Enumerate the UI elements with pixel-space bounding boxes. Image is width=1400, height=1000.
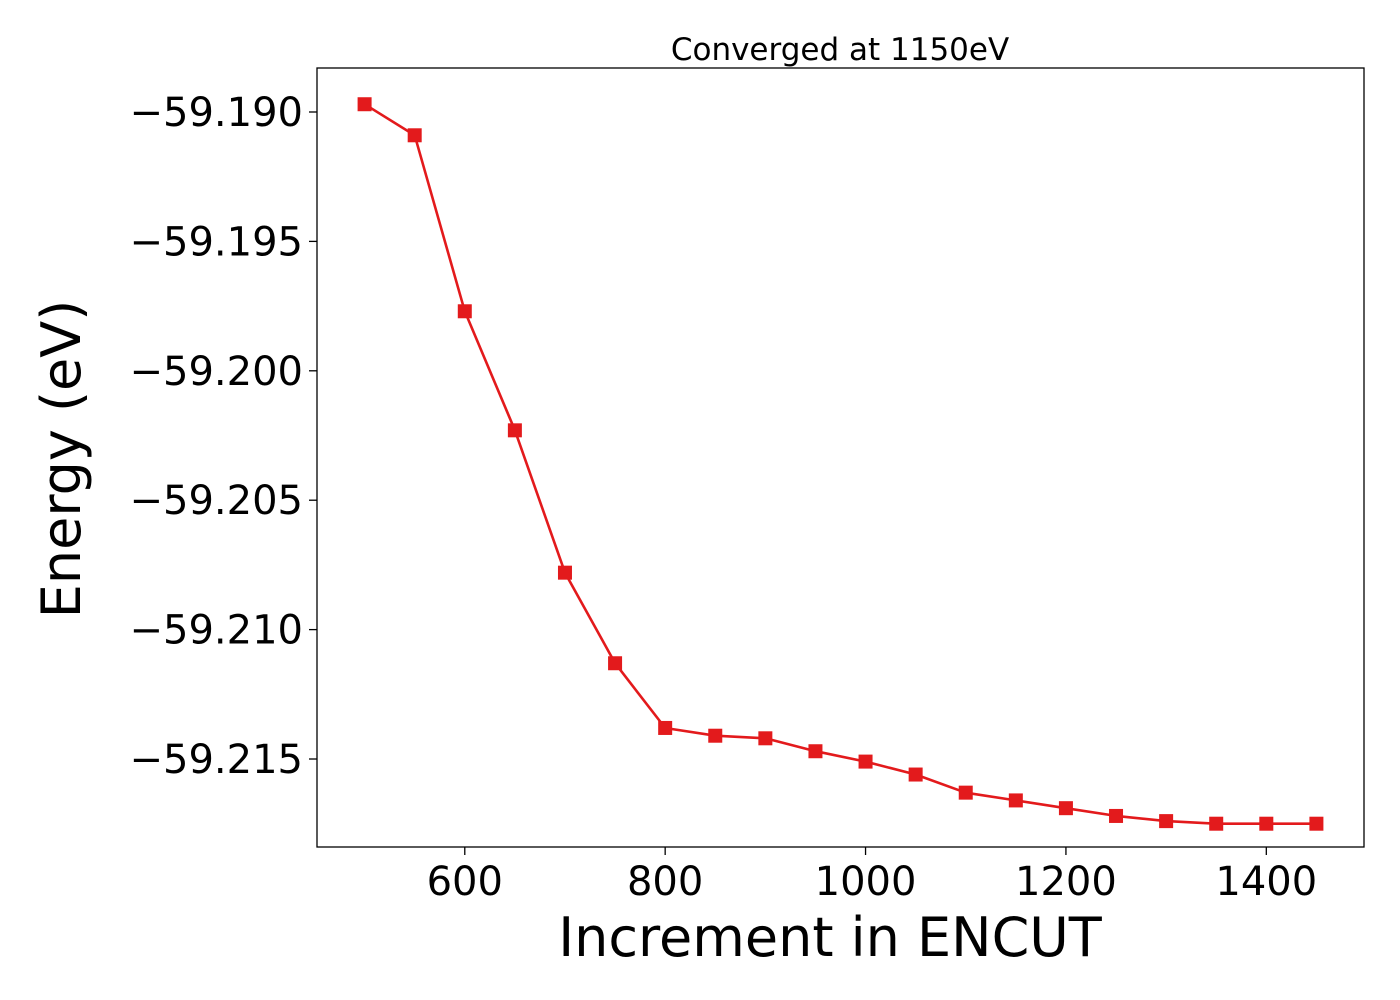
data-point [758, 731, 773, 746]
y-tick-label: −59.190 [130, 90, 303, 136]
data-point [1058, 801, 1073, 816]
series-line [363, 103, 1317, 826]
data-point [457, 304, 472, 319]
data-point [1309, 816, 1324, 831]
y-tick-label: −59.210 [130, 608, 303, 654]
y-axis: −59.190 −59.195 −59.200 −59.205 −59.210 −59.2… [130, 90, 317, 783]
x-axis: 600 800 1000 1200 1400 [427, 847, 1317, 905]
data-point [1008, 793, 1023, 808]
data-point [958, 785, 973, 800]
x-axis-label: Increment in ENCUT [558, 906, 1103, 969]
data-point [1159, 814, 1174, 829]
data-point [708, 728, 723, 743]
data-point [808, 744, 823, 759]
y-tick-label: −59.200 [130, 349, 303, 395]
data-point [858, 754, 873, 769]
data-point [908, 767, 923, 782]
data-point [357, 97, 372, 112]
y-tick-label: −59.205 [130, 478, 303, 524]
x-tick-label: 1200 [1015, 859, 1117, 905]
y-tick-label: −59.195 [130, 219, 303, 265]
plot-area-frame [316, 67, 1365, 848]
x-tick-label: 1000 [815, 859, 917, 905]
data-point [407, 128, 422, 143]
data-point [507, 423, 522, 438]
data-point [658, 720, 673, 735]
data-point [1259, 816, 1274, 831]
data-point [1109, 808, 1124, 823]
chart-title: Converged at 1150eV [671, 32, 1009, 68]
x-tick-label: 1400 [1215, 859, 1317, 905]
x-tick-label: 600 [427, 859, 503, 905]
data-point [1209, 816, 1224, 831]
y-axis-label: Energy (eV) [30, 300, 93, 619]
series-layer [357, 97, 1324, 831]
data-point [608, 656, 623, 671]
y-tick-label: −59.215 [130, 737, 303, 783]
data-point [557, 565, 572, 580]
x-tick-label: 800 [627, 859, 703, 905]
